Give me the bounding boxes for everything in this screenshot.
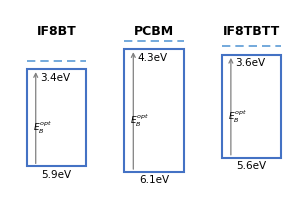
Bar (27, 69, 86, 166)
Text: 3.4eV: 3.4eV (40, 73, 70, 83)
Text: $E_B^{opt}$: $E_B^{opt}$ (130, 112, 149, 129)
Text: 3.6eV: 3.6eV (235, 59, 265, 69)
Text: 6.1eV: 6.1eV (139, 175, 169, 185)
Text: IF8BT: IF8BT (37, 25, 76, 38)
Text: IF8TBTT: IF8TBTT (223, 25, 280, 38)
Bar (124, 49, 184, 172)
Bar (222, 55, 281, 158)
Text: PCBM: PCBM (134, 25, 174, 38)
Text: 5.9eV: 5.9eV (41, 170, 71, 180)
Text: $E_B^{opt}$: $E_B^{opt}$ (228, 108, 247, 124)
Text: $E_B^{opt}$: $E_B^{opt}$ (33, 120, 52, 136)
Text: 5.6eV: 5.6eV (237, 161, 267, 171)
Text: 4.3eV: 4.3eV (138, 53, 168, 63)
